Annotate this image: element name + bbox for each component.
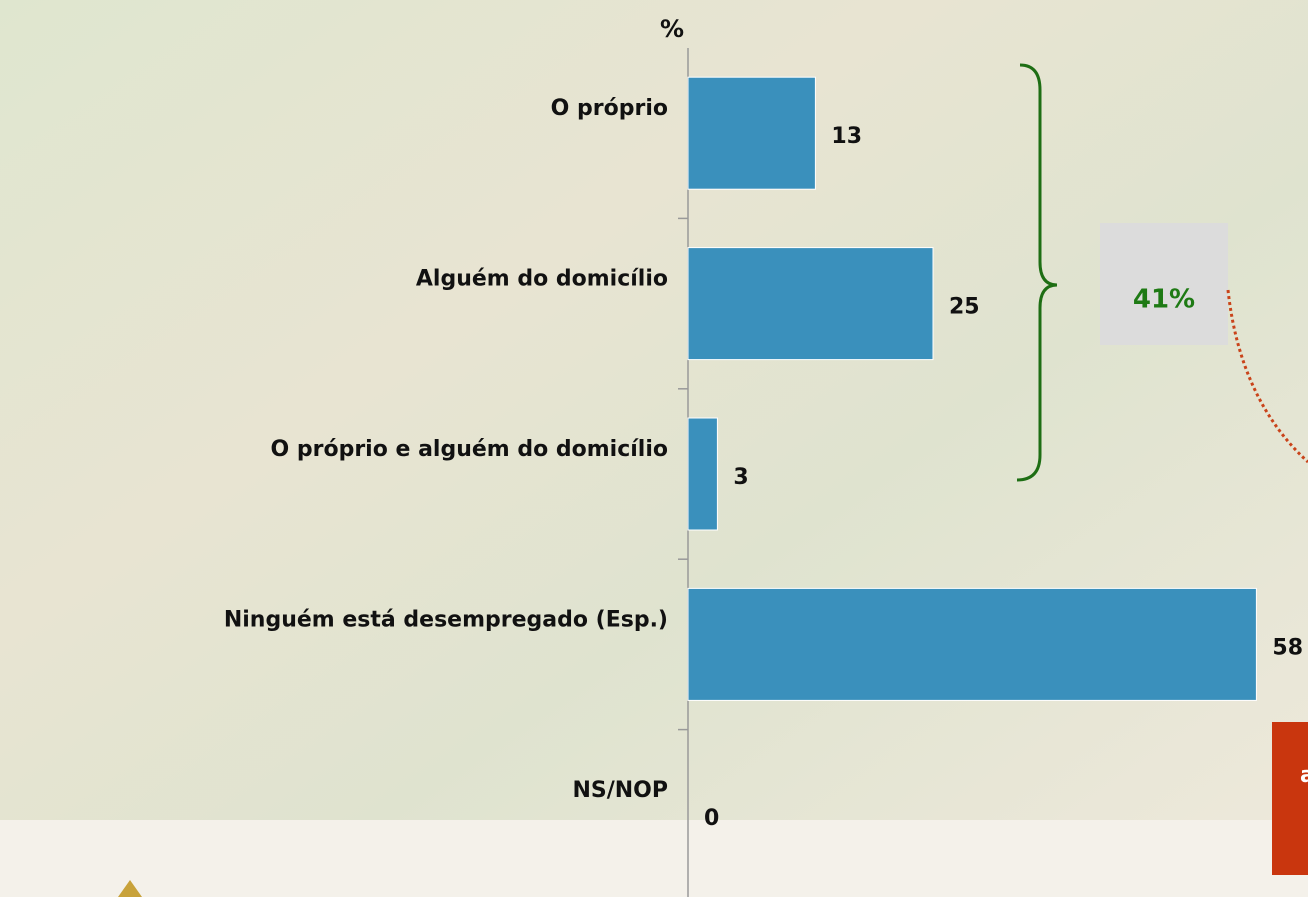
bar <box>687 247 934 361</box>
category-label: Alguém do domicílio <box>416 267 668 292</box>
bar <box>687 76 816 190</box>
callout-box <box>1272 722 1308 875</box>
footer-band <box>0 820 1308 897</box>
category-label: O próprio e alguém do domicílio <box>271 437 669 462</box>
bracket <box>1016 63 1058 482</box>
category-label: O próprio <box>551 96 668 121</box>
annotation: 41% <box>1133 285 1195 315</box>
value-label: 13 <box>831 124 862 149</box>
bar <box>687 587 1257 701</box>
category-label: NS/NOP <box>572 778 668 803</box>
axis-label: % <box>660 15 684 43</box>
bar <box>687 417 718 531</box>
annotation-box <box>1100 223 1228 345</box>
logo <box>118 880 142 897</box>
callout-text: a <box>1300 763 1308 788</box>
connector <box>1226 289 1308 464</box>
value-label: 25 <box>949 295 980 320</box>
value-label: 0 <box>704 806 719 831</box>
value-label: 3 <box>733 465 748 490</box>
value-label: 58 <box>1272 635 1303 660</box>
category-label: Ninguém está desempregado (Esp.) <box>224 607 668 632</box>
